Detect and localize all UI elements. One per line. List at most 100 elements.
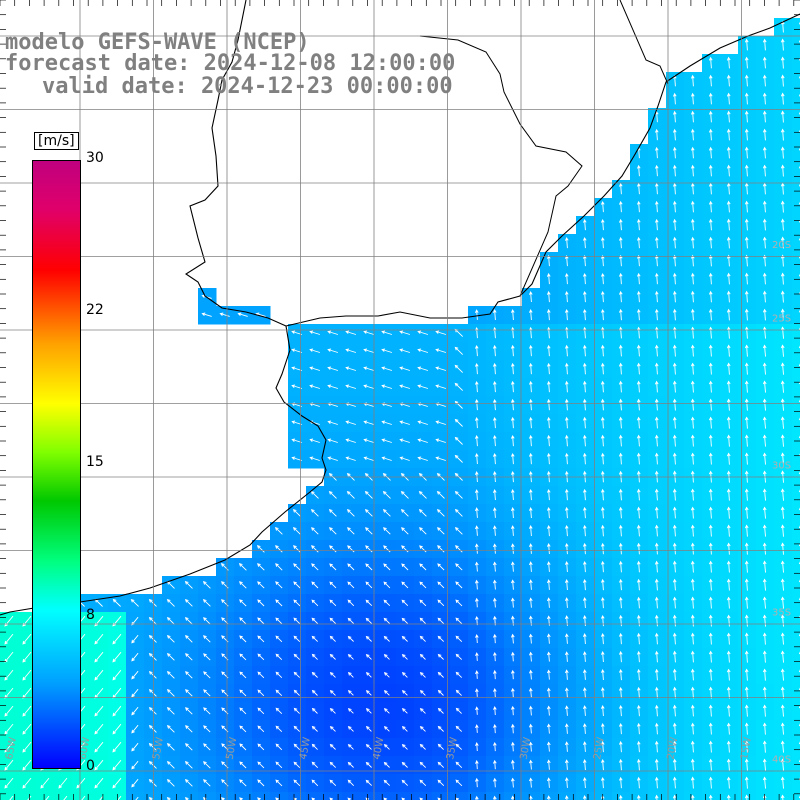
wind-arrow — [582, 362, 587, 375]
wind-arrow — [363, 456, 374, 461]
wind-arrow — [275, 617, 283, 625]
wind-arrow — [185, 671, 193, 679]
wind-arrow — [117, 795, 122, 800]
wind-arrow — [636, 308, 641, 321]
wind-arrow — [239, 761, 247, 769]
wind-arrow — [329, 545, 337, 553]
wind-arrow — [672, 182, 677, 195]
wind-arrow — [582, 560, 587, 573]
wind-arrow — [780, 344, 785, 357]
wind-arrow — [528, 777, 533, 788]
wind-speed-cell — [342, 792, 361, 800]
wind-arrow — [600, 651, 605, 663]
wind-arrow — [762, 452, 767, 465]
wind-arrow — [474, 597, 479, 608]
wind-arrow — [493, 723, 497, 734]
wind-arrow — [510, 309, 515, 321]
wind-arrow — [690, 794, 695, 800]
wind-arrow — [363, 366, 375, 371]
wind-speed-cell — [90, 792, 109, 800]
wind-arrow — [492, 795, 497, 800]
wind-arrow — [94, 705, 104, 717]
wind-arrow — [672, 92, 677, 105]
wind-arrow — [310, 509, 319, 517]
wind-arrow — [780, 740, 785, 753]
wind-arrow — [184, 761, 193, 769]
wind-arrow — [148, 616, 157, 625]
wind-arrow — [475, 670, 479, 679]
wind-arrow — [148, 778, 157, 787]
wind-arrow — [762, 56, 767, 69]
wind-arrow — [582, 290, 587, 303]
wind-arrow — [293, 653, 301, 660]
wind-arrow — [654, 308, 659, 321]
wind-arrow — [762, 218, 767, 231]
wind-arrow — [510, 777, 515, 788]
wind-speed-cell — [792, 450, 800, 469]
wind-arrow — [618, 776, 623, 789]
wind-arrow — [600, 542, 605, 555]
wind-arrow — [600, 740, 605, 753]
wind-speed-cell — [792, 180, 800, 199]
wind-arrow — [708, 290, 713, 303]
wind-arrow — [346, 509, 355, 517]
wind-arrow — [239, 635, 247, 643]
wind-arrow — [654, 650, 659, 663]
wind-arrow — [600, 758, 605, 771]
wind-arrow — [148, 724, 157, 733]
wind-arrow — [239, 581, 247, 589]
wind-arrow — [293, 617, 301, 625]
wind-arrow — [672, 434, 677, 447]
wind-arrow — [726, 74, 731, 87]
wind-arrow — [455, 689, 462, 696]
wind-arrow — [94, 633, 104, 645]
wind-arrow — [293, 671, 301, 678]
wind-arrow — [112, 777, 122, 789]
wind-arrow — [708, 380, 713, 393]
wind-arrow — [311, 635, 319, 642]
colorbar-tick: 0 — [86, 758, 95, 774]
wind-arrow — [203, 779, 211, 787]
wind-arrow — [744, 236, 749, 249]
wind-arrow — [744, 560, 749, 573]
wind-arrow — [636, 560, 641, 573]
wind-arrow — [708, 164, 713, 177]
wind-arrow — [327, 366, 339, 371]
wind-arrow — [327, 330, 339, 335]
wind-arrow — [708, 182, 713, 195]
wind-arrow — [762, 650, 767, 663]
wind-arrow — [328, 509, 337, 517]
wind-arrow — [600, 416, 605, 429]
wind-arrow — [726, 794, 731, 800]
wind-arrow — [744, 164, 749, 177]
wind-arrow — [401, 527, 409, 535]
wind-arrow — [184, 779, 193, 787]
wind-arrow — [744, 380, 749, 393]
wind-arrow — [636, 452, 641, 465]
wind-arrow — [419, 707, 426, 714]
wind-arrow — [672, 560, 677, 573]
wind-arrow — [636, 182, 641, 195]
wind-arrow — [564, 759, 569, 770]
wind-arrow — [185, 689, 193, 697]
wind-arrow — [419, 635, 426, 642]
wind-arrow — [347, 779, 355, 787]
wind-speed-cell — [162, 792, 181, 800]
wind-arrow — [455, 671, 463, 678]
wind-arrow — [4, 651, 14, 663]
wind-arrow — [455, 761, 463, 769]
wind-arrow — [492, 579, 497, 590]
wind-arrow — [690, 452, 695, 465]
wind-arrow — [347, 635, 354, 642]
wind-speed-cell — [486, 792, 505, 800]
wind-arrow — [528, 416, 533, 429]
wind-arrow — [528, 434, 533, 447]
wind-arrow — [618, 668, 623, 681]
wind-arrow — [311, 707, 318, 714]
wind-arrow — [112, 633, 122, 645]
wind-arrow — [690, 110, 695, 123]
wind-arrow — [690, 524, 695, 537]
wind-arrow — [311, 743, 318, 750]
wind-arrow — [582, 326, 587, 339]
wind-arrow — [399, 420, 410, 425]
